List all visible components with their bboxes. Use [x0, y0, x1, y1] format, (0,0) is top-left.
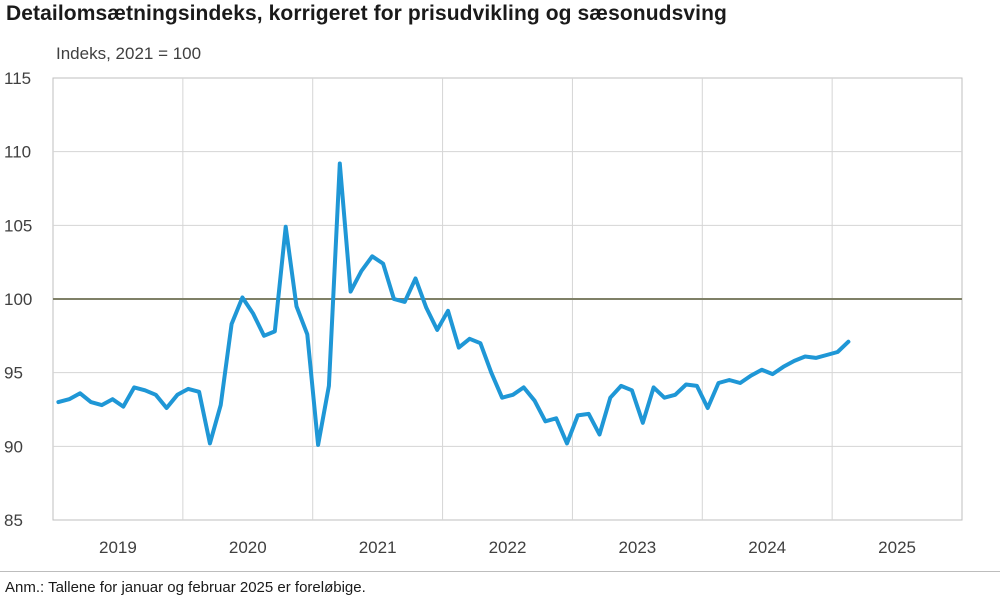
- data-point: [684, 382, 688, 387]
- data-point: [143, 388, 147, 392]
- data-point: [695, 384, 699, 388]
- data-point: [359, 269, 363, 273]
- data-point: [56, 400, 61, 404]
- data-point: [240, 295, 244, 300]
- data-point: [727, 378, 731, 382]
- data-point: [230, 322, 234, 326]
- data-point: [446, 309, 450, 313]
- data-point: [738, 381, 742, 385]
- data-point: [208, 441, 212, 445]
- data-point: [370, 254, 374, 258]
- y-axis-ticks: 85 90 95 100 105 110 115: [4, 69, 32, 530]
- y-axis-unit-label: Indeks, 2021 = 100: [56, 44, 202, 63]
- data-point: [468, 337, 472, 341]
- chart-title: Detailomsætningsindeks, korrigeret for p…: [6, 2, 727, 25]
- data-point: [457, 346, 461, 350]
- data-point: [349, 290, 353, 294]
- x-axis-ticks: 2019 2020 2021 2022 2023 2024 2025: [99, 538, 916, 557]
- data-point: [792, 359, 796, 363]
- data-point: [565, 441, 569, 445]
- data-point: [392, 297, 396, 301]
- data-point: [197, 390, 201, 394]
- data-point: [165, 406, 169, 410]
- data-point: [716, 381, 721, 385]
- data-point: [597, 432, 602, 437]
- data-point: [587, 412, 591, 416]
- data-point: [78, 391, 82, 395]
- data-point: [652, 385, 656, 389]
- data-point: [760, 368, 764, 372]
- data-point: [803, 354, 807, 359]
- x-tick-label: 2023: [618, 538, 656, 557]
- x-tick-label: 2024: [748, 538, 786, 557]
- data-point: [533, 399, 537, 403]
- data-point: [630, 388, 634, 392]
- x-tick-label: 2019: [99, 538, 137, 557]
- data-point: [251, 312, 255, 316]
- data-point: [846, 340, 851, 344]
- y-tick-label: 110: [4, 143, 31, 162]
- data-point: [121, 405, 125, 409]
- x-tick-label: 2020: [229, 538, 267, 557]
- footer-divider: [0, 571, 1000, 572]
- data-point: [619, 384, 623, 388]
- data-point: [175, 393, 179, 397]
- data-point: [305, 332, 309, 336]
- data-point: [825, 353, 829, 357]
- data-point: [435, 328, 439, 332]
- data-point: [186, 387, 190, 391]
- data-point: [154, 393, 158, 397]
- data-point: [478, 341, 482, 345]
- data-point: [641, 421, 645, 425]
- data-point: [262, 334, 266, 338]
- data-point: [522, 385, 526, 389]
- data-point: [500, 396, 504, 400]
- series-group: [56, 161, 851, 447]
- data-point: [781, 365, 786, 369]
- series-line: [56, 161, 851, 447]
- data-point: [89, 400, 93, 404]
- y-tick-label: 105: [4, 216, 32, 235]
- y-tick-label: 100: [4, 290, 32, 309]
- data-point: [771, 372, 775, 376]
- data-point: [673, 393, 677, 397]
- data-point: [67, 397, 71, 401]
- data-point: [576, 413, 580, 417]
- data-point: [554, 416, 558, 420]
- data-point: [543, 419, 548, 423]
- data-point: [489, 371, 493, 375]
- data-point: [749, 374, 753, 378]
- y-tick-label: 85: [4, 511, 23, 530]
- y-tick-label: 95: [4, 364, 23, 383]
- data-point: [662, 396, 667, 400]
- y-tick-label: 115: [4, 69, 31, 88]
- data-point: [511, 393, 515, 397]
- data-point: [403, 300, 407, 304]
- data-point: [110, 397, 115, 401]
- data-point: [327, 384, 331, 388]
- x-tick-label: 2021: [359, 538, 397, 557]
- data-point: [836, 350, 840, 354]
- data-point: [424, 306, 428, 310]
- data-point: [294, 304, 299, 308]
- data-point: [100, 403, 104, 407]
- data-point: [814, 356, 818, 360]
- data-point: [273, 329, 277, 333]
- data-point: [413, 276, 418, 280]
- data-point: [338, 161, 342, 166]
- footnote: Anm.: Tallene for januar og februar 2025…: [5, 579, 366, 596]
- data-point: [219, 403, 223, 407]
- data-point: [132, 385, 136, 389]
- y-tick-label: 90: [4, 437, 23, 456]
- data-point: [316, 443, 320, 447]
- x-tick-label: 2022: [489, 538, 527, 557]
- data-point: [381, 262, 385, 266]
- data-point: [608, 396, 612, 400]
- x-tick-label: 2025: [878, 538, 916, 557]
- data-point: [284, 225, 288, 229]
- data-point: [706, 406, 710, 410]
